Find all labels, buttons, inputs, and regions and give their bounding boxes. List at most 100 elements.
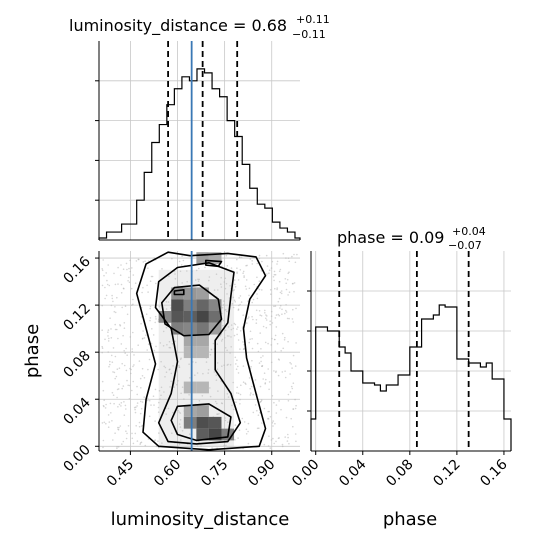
- joint-density-cell: [208, 322, 222, 335]
- joint-sample-point: [221, 365, 223, 368]
- joint-sample-point: [159, 342, 162, 344]
- joint-density-cell: [208, 299, 222, 311]
- joint-sample-point: [120, 343, 123, 345]
- joint-sample-point: [119, 274, 122, 277]
- joint-sample-point: [239, 256, 241, 259]
- joint-sample-point: [256, 276, 258, 279]
- joint-sample-point: [258, 254, 261, 257]
- joint-sample-point: [155, 345, 157, 348]
- joint-sample-point: [101, 329, 103, 332]
- x-axis-label-phase: phase: [383, 509, 437, 530]
- joint-sample-point: [209, 387, 211, 389]
- joint-sample-point: [180, 392, 182, 395]
- joint-sample-point: [101, 380, 104, 383]
- joint-sample-point: [108, 365, 110, 368]
- joint-sample-point: [139, 400, 142, 403]
- joint-sample-point: [234, 356, 237, 359]
- joint-sample-point: [282, 252, 285, 255]
- joint-sample-point: [195, 269, 198, 272]
- joint-sample-point: [278, 400, 280, 402]
- joint-sample-point: [123, 350, 125, 352]
- joint-sample-point: [117, 426, 119, 429]
- joint-sample-point: [276, 263, 278, 265]
- joint-sample-point: [285, 311, 288, 313]
- joint-sample-point: [194, 279, 197, 281]
- phase-histogram-panel: [307, 251, 512, 452]
- joint-sample-point: [252, 318, 254, 321]
- joint-sample-point: [284, 278, 287, 280]
- joint-sample-point: [286, 278, 289, 281]
- joint-sample-point: [160, 360, 162, 363]
- joint-sample-point: [236, 271, 238, 274]
- joint-sample-point: [138, 421, 141, 424]
- joint-sample-point: [274, 317, 277, 319]
- joint-sample-point: [150, 404, 152, 406]
- joint-sample-point: [238, 429, 241, 432]
- joint-sample-point: [289, 373, 291, 375]
- joint-contour-0: [135, 251, 267, 451]
- joint-sample-point: [153, 349, 156, 352]
- joint-sample-point: [107, 351, 109, 353]
- joint-sample-point: [158, 305, 160, 308]
- joint-density-cell: [196, 311, 209, 323]
- joint-sample-point: [226, 364, 229, 366]
- joint-sample-point: [101, 351, 103, 354]
- joint-sample-point: [149, 319, 151, 322]
- joint-sample-point: [177, 445, 179, 448]
- joint-sample-point: [127, 425, 130, 427]
- joint-sample-point: [240, 301, 243, 303]
- joint-sample-point: [147, 343, 150, 346]
- joint-sample-point: [171, 432, 173, 435]
- joint-sample-point: [226, 393, 229, 395]
- joint-sample-point: [131, 350, 134, 353]
- joint-sample-point: [271, 322, 274, 324]
- joint-sample-point: [242, 341, 244, 343]
- joint-sample-point: [121, 362, 123, 365]
- joint-sample-point: [130, 372, 132, 375]
- joint-density-cell: [183, 346, 197, 359]
- joint-sample-point: [101, 304, 103, 307]
- joint-sample-point: [159, 398, 161, 400]
- joint-sample-point: [242, 314, 244, 317]
- joint-sample-point: [232, 306, 235, 309]
- joint-sample-point: [286, 317, 289, 320]
- joint-sample-point: [101, 268, 103, 270]
- joint-sample-point: [111, 297, 114, 300]
- joint-sample-point: [237, 372, 240, 374]
- joint-sample-point: [249, 330, 252, 333]
- joint-sample-point: [236, 392, 238, 394]
- joint-sample-point: [295, 404, 297, 407]
- x-tick-label-phase: 0.16: [477, 456, 510, 489]
- joint-sample-point: [139, 412, 142, 415]
- joint-sample-point: [157, 368, 159, 371]
- joint-sample-point: [171, 257, 173, 260]
- joint-sample-point: [292, 321, 295, 323]
- joint-sample-point: [179, 419, 182, 421]
- joint-sample-point: [116, 296, 118, 299]
- phase-hist-title-minus: −0.07: [448, 239, 482, 252]
- joint-sample-point: [198, 267, 200, 270]
- joint-sample-point: [146, 284, 148, 287]
- joint-density-cell: [183, 322, 197, 335]
- joint-density-cell: [196, 428, 209, 441]
- joint-sample-point: [274, 305, 277, 307]
- joint-sample-point: [270, 293, 272, 296]
- joint-sample-point: [289, 361, 291, 364]
- joint-sample-point: [264, 312, 266, 314]
- joint-sample-point: [292, 425, 294, 428]
- joint-sample-point: [146, 349, 148, 351]
- joint-sample-point: [268, 388, 270, 391]
- joint-sample-point: [291, 387, 294, 390]
- joint-sample-point: [137, 344, 139, 347]
- joint-sample-point: [238, 297, 240, 299]
- joint-sample-point: [102, 439, 105, 442]
- joint-sample-point: [157, 446, 160, 449]
- joint-density-cell: [158, 311, 172, 323]
- joint-sample-point: [292, 382, 295, 385]
- joint-sample-point: [231, 404, 233, 407]
- joint-density-cell: [171, 287, 184, 300]
- joint-sample-point: [101, 345, 103, 348]
- joint-sample-point: [232, 289, 234, 292]
- joint-sample-point: [249, 394, 252, 396]
- joint-sample-point: [274, 287, 276, 290]
